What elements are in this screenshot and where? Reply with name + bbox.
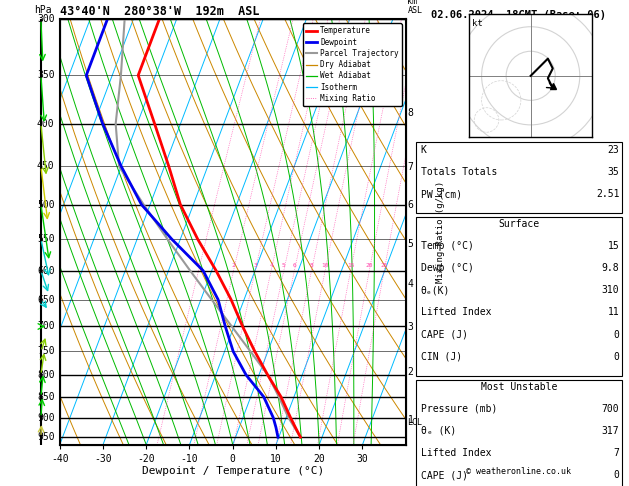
Text: 11: 11 bbox=[608, 308, 620, 317]
Text: 300: 300 bbox=[37, 15, 55, 24]
Text: 7: 7 bbox=[613, 448, 620, 458]
Text: 23: 23 bbox=[608, 145, 620, 155]
Text: Dewp (°C): Dewp (°C) bbox=[421, 263, 474, 273]
Text: 317: 317 bbox=[602, 426, 620, 436]
Legend: Temperature, Dewpoint, Parcel Trajectory, Dry Adiabat, Wet Adiabat, Isotherm, Mi: Temperature, Dewpoint, Parcel Trajectory… bbox=[303, 23, 402, 106]
Text: 2.51: 2.51 bbox=[596, 189, 620, 199]
Bar bbox=[416, 380, 621, 486]
Text: 6: 6 bbox=[292, 263, 296, 268]
Text: CAPE (J): CAPE (J) bbox=[421, 470, 467, 480]
Text: 4: 4 bbox=[269, 263, 273, 268]
Text: CIN (J): CIN (J) bbox=[421, 352, 462, 362]
Text: 400: 400 bbox=[37, 119, 55, 129]
Text: 5: 5 bbox=[408, 239, 413, 249]
Text: Surface: Surface bbox=[498, 219, 540, 229]
Text: Pressure (mb): Pressure (mb) bbox=[421, 404, 497, 414]
Text: 5: 5 bbox=[282, 263, 286, 268]
Text: hPa: hPa bbox=[33, 5, 52, 15]
Text: 0: 0 bbox=[613, 352, 620, 362]
Text: 0: 0 bbox=[613, 330, 620, 340]
Text: 750: 750 bbox=[37, 347, 55, 356]
Text: 8: 8 bbox=[309, 263, 313, 268]
Text: 450: 450 bbox=[37, 161, 55, 172]
Text: © weatheronline.co.uk: © weatheronline.co.uk bbox=[467, 468, 571, 476]
Text: 02.06.2024  18GMT (Base: 06): 02.06.2024 18GMT (Base: 06) bbox=[431, 10, 606, 19]
Text: 700: 700 bbox=[602, 404, 620, 414]
Text: 950: 950 bbox=[37, 432, 55, 442]
Text: K: K bbox=[421, 145, 426, 155]
Text: 9.8: 9.8 bbox=[602, 263, 620, 273]
Text: Most Unstable: Most Unstable bbox=[481, 382, 557, 392]
Text: θₑ (K): θₑ (K) bbox=[421, 426, 456, 436]
Text: 43°40'N  280°38'W  192m  ASL: 43°40'N 280°38'W 192m ASL bbox=[60, 5, 259, 18]
Text: 6: 6 bbox=[408, 200, 413, 209]
Text: 2: 2 bbox=[408, 367, 413, 377]
Bar bbox=[416, 217, 621, 376]
Text: 2: 2 bbox=[231, 263, 235, 268]
Text: 850: 850 bbox=[37, 392, 55, 402]
Text: 800: 800 bbox=[37, 370, 55, 380]
Text: 20: 20 bbox=[365, 263, 373, 268]
Text: PW (cm): PW (cm) bbox=[421, 189, 462, 199]
Text: 0: 0 bbox=[613, 470, 620, 480]
Bar bbox=[416, 142, 621, 213]
Text: 350: 350 bbox=[37, 70, 55, 80]
Text: 600: 600 bbox=[37, 266, 55, 276]
Text: 8: 8 bbox=[408, 108, 413, 118]
Text: 550: 550 bbox=[37, 234, 55, 244]
Text: 35: 35 bbox=[608, 167, 620, 177]
Text: 25: 25 bbox=[381, 263, 388, 268]
Text: 650: 650 bbox=[37, 295, 55, 305]
Text: 15: 15 bbox=[608, 241, 620, 251]
Text: 3: 3 bbox=[408, 322, 413, 332]
Text: 7: 7 bbox=[408, 162, 413, 172]
Text: 15: 15 bbox=[347, 263, 354, 268]
Text: 1: 1 bbox=[408, 416, 413, 425]
Text: Lifted Index: Lifted Index bbox=[421, 448, 491, 458]
Text: 310: 310 bbox=[602, 285, 620, 295]
Text: 4: 4 bbox=[408, 279, 413, 289]
Text: LCL: LCL bbox=[408, 418, 423, 427]
Text: θₑ(K): θₑ(K) bbox=[421, 285, 450, 295]
Text: Mixing Ratio (g/kg): Mixing Ratio (g/kg) bbox=[436, 181, 445, 283]
Text: 10: 10 bbox=[321, 263, 329, 268]
Text: 500: 500 bbox=[37, 200, 55, 209]
Text: Temp (°C): Temp (°C) bbox=[421, 241, 474, 251]
Text: 1: 1 bbox=[197, 263, 201, 268]
Text: CAPE (J): CAPE (J) bbox=[421, 330, 467, 340]
Text: km
ASL: km ASL bbox=[408, 0, 423, 15]
X-axis label: Dewpoint / Temperature (°C): Dewpoint / Temperature (°C) bbox=[142, 467, 324, 476]
Text: 3: 3 bbox=[253, 263, 257, 268]
Text: Totals Totals: Totals Totals bbox=[421, 167, 497, 177]
Text: 900: 900 bbox=[37, 413, 55, 422]
Text: 700: 700 bbox=[37, 321, 55, 331]
Text: Lifted Index: Lifted Index bbox=[421, 308, 491, 317]
